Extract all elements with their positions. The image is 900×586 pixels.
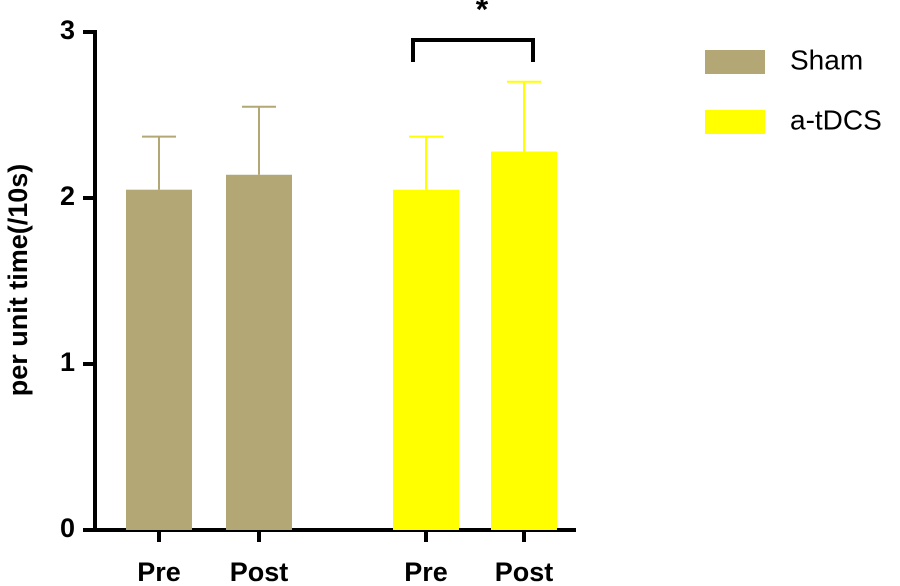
- y-tick-label: 0: [60, 513, 75, 543]
- bar: [393, 189, 459, 530]
- error-bar: [142, 135, 176, 190]
- y-tick-label: 1: [60, 347, 75, 377]
- y-axis-label: per unit time(/10s): [3, 164, 33, 397]
- x-tick-label: Pre: [137, 557, 181, 586]
- x-tick-label: Post: [495, 557, 554, 586]
- legend-swatch: [705, 110, 765, 134]
- error-bar: [242, 105, 276, 175]
- bar: [491, 151, 557, 530]
- error-bar: [507, 80, 541, 152]
- significance-marker: *: [476, 0, 489, 27]
- significance-bracket: [411, 38, 535, 62]
- error-bar: [409, 135, 443, 190]
- bar: [126, 189, 192, 530]
- legend-label: Sham: [790, 44, 863, 75]
- x-tick-label: Post: [230, 557, 289, 586]
- x-tick-label: Pre: [404, 557, 448, 586]
- bar: [226, 174, 292, 530]
- legend-label: a-tDCS: [790, 104, 882, 135]
- legend-swatch: [705, 50, 765, 74]
- y-tick-label: 2: [60, 181, 75, 211]
- y-tick-label: 3: [60, 15, 75, 45]
